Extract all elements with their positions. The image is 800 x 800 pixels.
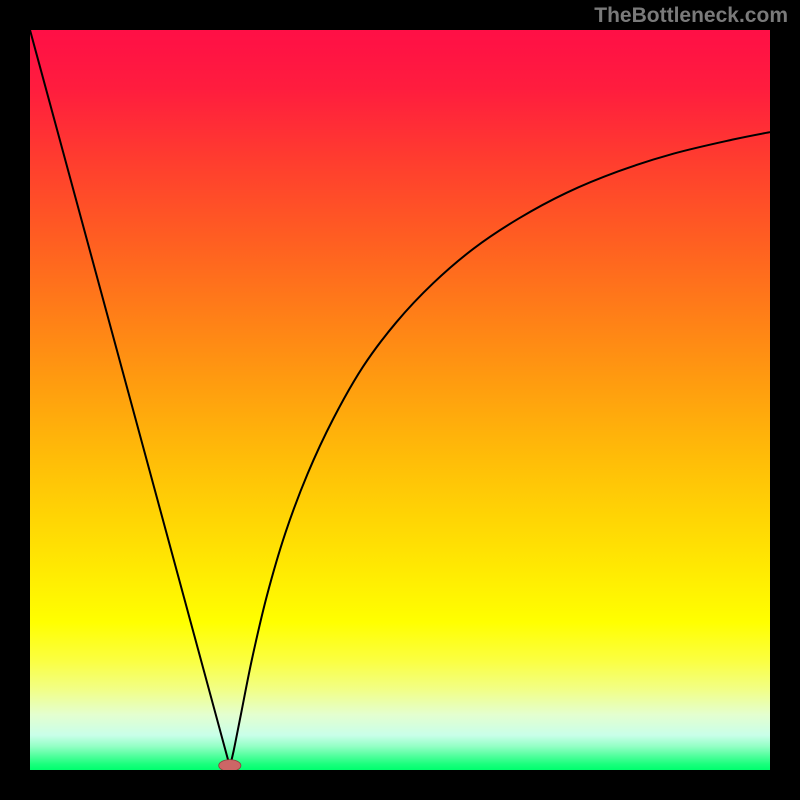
border-right bbox=[770, 0, 800, 800]
image-root: TheBottleneck.com bbox=[0, 0, 800, 800]
border-bottom bbox=[0, 770, 800, 800]
watermark-text: TheBottleneck.com bbox=[594, 4, 788, 28]
minimum-marker bbox=[219, 760, 241, 770]
bottleneck-chart bbox=[30, 30, 770, 770]
border-left bbox=[0, 0, 30, 800]
chart-background bbox=[30, 30, 770, 770]
